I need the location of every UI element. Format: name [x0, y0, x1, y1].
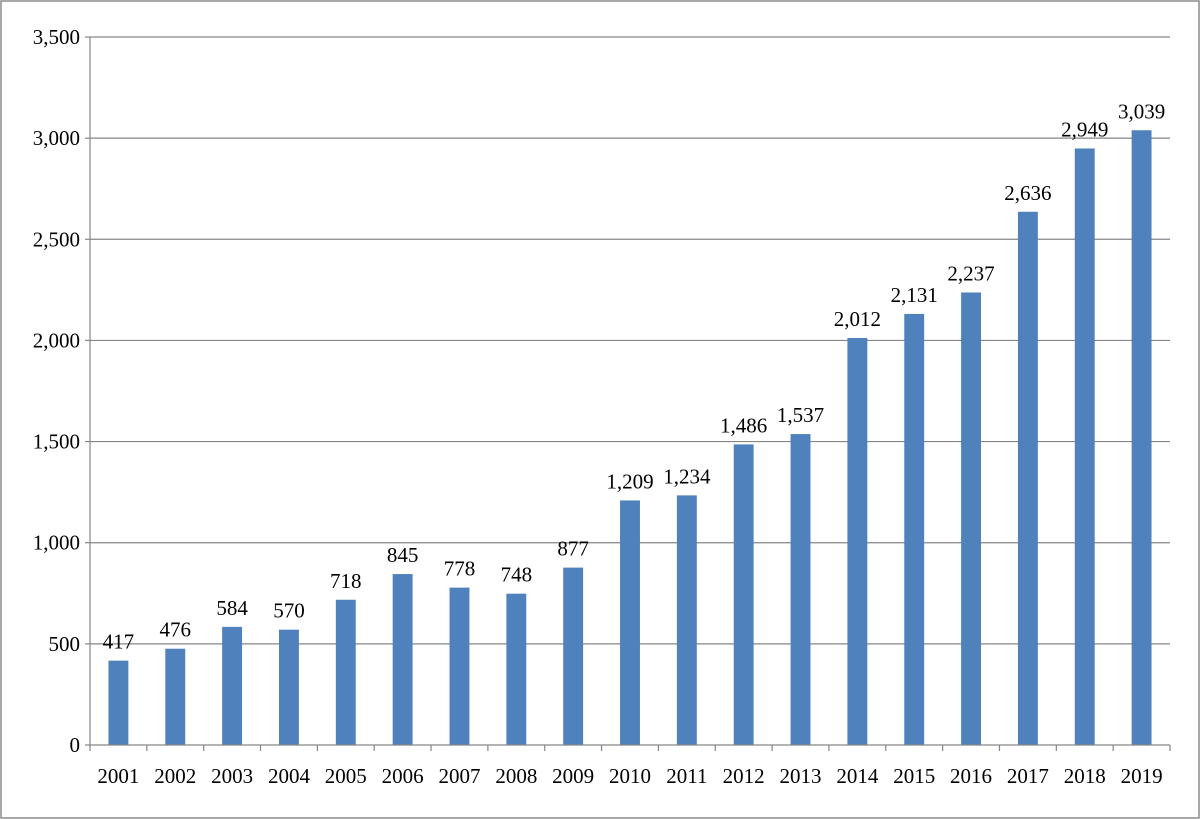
- data-label: 748: [501, 563, 533, 587]
- bar: [790, 434, 811, 745]
- bar: [1131, 130, 1152, 745]
- data-label: 845: [387, 543, 419, 567]
- gridlines: [90, 36, 1170, 645]
- y-tick-label: 0: [70, 733, 81, 757]
- data-label: 2,636: [1004, 181, 1051, 205]
- data-label: 417: [103, 630, 135, 654]
- x-tick-label: 2008: [495, 764, 537, 788]
- x-tick-label: 2016: [950, 764, 992, 788]
- y-tick-label: 1,500: [33, 430, 80, 454]
- x-tick-label: 2019: [1121, 764, 1163, 788]
- data-label: 570: [273, 599, 305, 623]
- y-tick-label: 3,500: [33, 25, 80, 49]
- x-tick-label: 2005: [325, 764, 367, 788]
- y-tick-label: 3,000: [33, 126, 80, 150]
- y-tick-label: 2,500: [33, 227, 80, 251]
- x-tick-label: 2014: [836, 764, 879, 788]
- bars: [108, 130, 1152, 746]
- data-label: 877: [557, 537, 589, 561]
- bar: [1017, 211, 1038, 746]
- x-tick-label: 2017: [1007, 764, 1049, 788]
- data-label: 778: [444, 557, 476, 581]
- bar: [222, 626, 243, 745]
- y-tick-label: 500: [49, 632, 81, 656]
- bar: [563, 567, 584, 745]
- data-label: 2,012: [834, 307, 881, 331]
- bar: [904, 313, 925, 745]
- data-label: 1,486: [720, 413, 767, 437]
- bar: [108, 660, 129, 745]
- bar: [335, 599, 356, 745]
- x-tick-label: 2012: [723, 764, 765, 788]
- x-tick-label: 2011: [666, 764, 707, 788]
- y-tick-label: 1,000: [33, 531, 80, 555]
- bar: [847, 338, 868, 745]
- data-label: 2,237: [947, 261, 994, 285]
- data-label: 2,949: [1061, 117, 1108, 141]
- bar: [279, 629, 299, 745]
- data-label: 2,131: [891, 283, 938, 307]
- x-tick-label: 2006: [382, 764, 424, 788]
- axes: 0 500 1,000 1,500 2,000 2,500 3,000 3,500 2001 20…: [33, 25, 1171, 788]
- data-label: 476: [160, 618, 192, 642]
- x-tick-label: 2013: [780, 764, 822, 788]
- data-labels: 417 476 584 570 718 845 778 748 877 1,209 1,234 1,4…: [103, 99, 1166, 653]
- bar: [392, 574, 413, 745]
- bar: [733, 444, 754, 745]
- x-tick-label: 2002: [154, 764, 196, 788]
- data-label: 3,039: [1118, 99, 1165, 123]
- bar: [676, 495, 697, 745]
- x-tick-label: 2010: [609, 764, 651, 788]
- bar: [1074, 148, 1095, 746]
- x-tick-label: 2003: [211, 764, 253, 788]
- data-label: 718: [330, 569, 362, 593]
- x-tick-label: 2004: [268, 764, 311, 788]
- x-tick-label: 2001: [97, 764, 139, 788]
- bar: [449, 587, 470, 745]
- bar: [506, 593, 527, 745]
- y-tick-label: 2,000: [33, 328, 80, 352]
- data-label: 584: [216, 596, 248, 620]
- bar: [961, 292, 981, 745]
- x-tick-label: 2018: [1064, 764, 1106, 788]
- bar: [620, 500, 640, 745]
- x-tick-label: 2015: [893, 764, 935, 788]
- data-label: 1,537: [777, 403, 824, 427]
- x-tick-label: 2009: [552, 764, 594, 788]
- data-label: 1,209: [606, 469, 653, 493]
- x-tick-label: 2007: [438, 764, 480, 788]
- bar: [165, 648, 186, 745]
- data-label: 1,234: [663, 464, 711, 488]
